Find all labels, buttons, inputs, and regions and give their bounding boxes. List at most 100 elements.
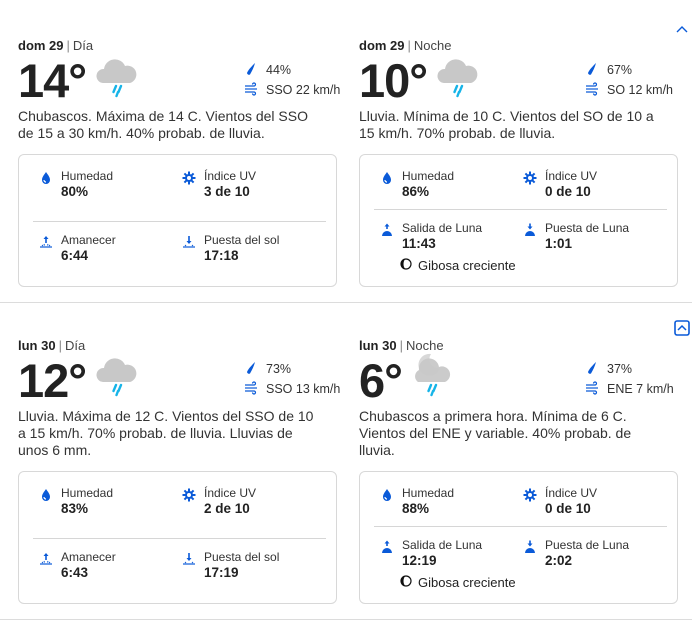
chevron-up-box-icon[interactable] xyxy=(674,320,690,336)
weather-stats: 37% ENE 7 km/h xyxy=(585,359,674,399)
section-divider xyxy=(0,302,692,303)
moon-phase-icon xyxy=(400,258,418,273)
temperature: 6° xyxy=(359,354,403,407)
wind-icon xyxy=(585,81,607,99)
forecast-day-section: lun 30 | Día 12° 73% SSO 13 km/h Lluvia. M… xyxy=(0,320,692,610)
chevron-up-icon[interactable] xyxy=(674,22,690,38)
moon-phase-label: Gibosa creciente xyxy=(418,258,516,273)
humidity-icon xyxy=(39,488,53,502)
detail-label: Humedad xyxy=(61,486,114,500)
period-header: lun 30 | Noche xyxy=(359,338,444,353)
wind-stat: SSO 22 km/h xyxy=(244,80,340,100)
humidity-icon xyxy=(39,171,53,185)
detail-value: 17:19 xyxy=(204,565,239,580)
detail-label: Puesta del sol xyxy=(204,550,280,564)
precip-icon xyxy=(585,361,607,378)
detail-value: 83% xyxy=(61,501,89,516)
details-card: Humedad 83% Índice UV 2 de 10 Amanecer 6… xyxy=(18,471,337,604)
detail-value: 88% xyxy=(402,501,430,516)
details-card: Humedad 86% Índice UV 0 de 10 Salida de … xyxy=(359,154,678,287)
sunrise-icon xyxy=(39,235,53,249)
wind-stat: ENE 7 km/h xyxy=(585,379,674,399)
precip-icon xyxy=(244,361,266,378)
sunrise-icon xyxy=(39,552,53,566)
moon-phase: Gibosa creciente xyxy=(400,258,516,273)
period-header: dom 29 | Noche xyxy=(359,38,452,53)
uv-index-icon xyxy=(182,488,196,502)
temperature: 12° xyxy=(18,354,87,407)
period-part: Día xyxy=(64,338,86,353)
detail-value: 11:43 xyxy=(402,236,436,251)
forecast-period-night: lun 30 | Noche 6° 37% ENE 7 km/h Chubascos… xyxy=(359,320,689,610)
cloud-rain-icon xyxy=(435,53,481,99)
sunset-icon xyxy=(182,552,196,566)
moon-cloud-rain-icon xyxy=(409,352,455,398)
detail-label: Puesta de Luna xyxy=(545,538,630,552)
details-card: Humedad 88% Índice UV 0 de 10 Salida de … xyxy=(359,471,678,604)
precip-icon xyxy=(244,62,266,79)
precipitation-value: 37% xyxy=(607,362,633,376)
period-part: Día xyxy=(72,38,94,53)
precipitation-stat: 44% xyxy=(244,60,340,80)
moon-phase-label: Gibosa creciente xyxy=(418,575,516,590)
precipitation-value: 73% xyxy=(266,362,292,376)
detail-label: Índice UV xyxy=(204,169,257,183)
wind-value: SSO 13 km/h xyxy=(266,382,341,396)
humidity-icon xyxy=(380,171,394,185)
precipitation-value: 44% xyxy=(266,63,292,77)
divider xyxy=(33,538,326,539)
weather-stats: 67% SO 12 km/h xyxy=(585,60,673,100)
precipitation-stat: 73% xyxy=(244,359,340,379)
forecast-period-night: dom 29 | Noche 10° 67% SO 12 km/h Lluvia. … xyxy=(359,20,689,310)
detail-value: 86% xyxy=(402,184,430,199)
sunset-icon xyxy=(182,235,196,249)
detail-label: Índice UV xyxy=(545,169,598,183)
section-divider xyxy=(0,619,692,620)
moonset-icon xyxy=(523,223,537,237)
wind-stat: SO 12 km/h xyxy=(585,80,673,100)
detail-label: Índice UV xyxy=(204,486,257,500)
detail-value: 0 de 10 xyxy=(545,501,591,516)
detail-value: 6:44 xyxy=(61,248,89,263)
detail-label: Puesta del sol xyxy=(204,233,280,247)
uv-index-icon xyxy=(182,171,196,185)
wind-value: SO 12 km/h xyxy=(607,83,673,97)
moon-phase: Gibosa creciente xyxy=(400,575,516,590)
period-date: dom 29 xyxy=(18,38,64,53)
detail-value: 17:18 xyxy=(204,248,239,263)
detail-value: 2:02 xyxy=(545,553,573,568)
moonrise-icon xyxy=(380,540,394,554)
precip-icon xyxy=(585,62,607,79)
uv-index-icon xyxy=(523,488,537,502)
cloud-rain-icon xyxy=(94,53,140,99)
moonset-icon xyxy=(523,540,537,554)
details-card: Humedad 80% Índice UV 3 de 10 Amanecer 6… xyxy=(18,154,337,287)
wind-value: SSO 22 km/h xyxy=(266,83,341,97)
divider xyxy=(374,209,667,210)
temperature: 14° xyxy=(18,54,87,107)
humidity-icon xyxy=(380,488,394,502)
moonrise-icon xyxy=(380,223,394,237)
cloud-rain-icon xyxy=(94,352,140,398)
weather-stats: 44% SSO 22 km/h xyxy=(244,60,340,100)
detail-label: Amanecer xyxy=(61,550,116,564)
period-description: Lluvia. Máxima de 12 C. Vientos del SSO … xyxy=(18,408,314,458)
detail-value: 0 de 10 xyxy=(545,184,591,199)
detail-value: 3 de 10 xyxy=(204,184,250,199)
wind-icon xyxy=(585,380,607,398)
period-part: Noche xyxy=(413,38,452,53)
temperature: 10° xyxy=(359,54,428,107)
period-description: Chubascos a primera hora. Mínima de 6 C.… xyxy=(359,408,632,458)
detail-label: Índice UV xyxy=(545,486,598,500)
detail-value: 6:43 xyxy=(61,565,89,580)
moon-phase-icon xyxy=(400,575,418,590)
precipitation-stat: 67% xyxy=(585,60,673,80)
wind-icon xyxy=(244,81,266,99)
detail-label: Salida de Luna xyxy=(402,221,483,235)
detail-value: 80% xyxy=(61,184,89,199)
wind-value: ENE 7 km/h xyxy=(607,382,674,396)
period-header: dom 29 | Día xyxy=(18,38,94,53)
uv-index-icon xyxy=(523,171,537,185)
detail-value: 2 de 10 xyxy=(204,501,250,516)
precipitation-stat: 37% xyxy=(585,359,674,379)
